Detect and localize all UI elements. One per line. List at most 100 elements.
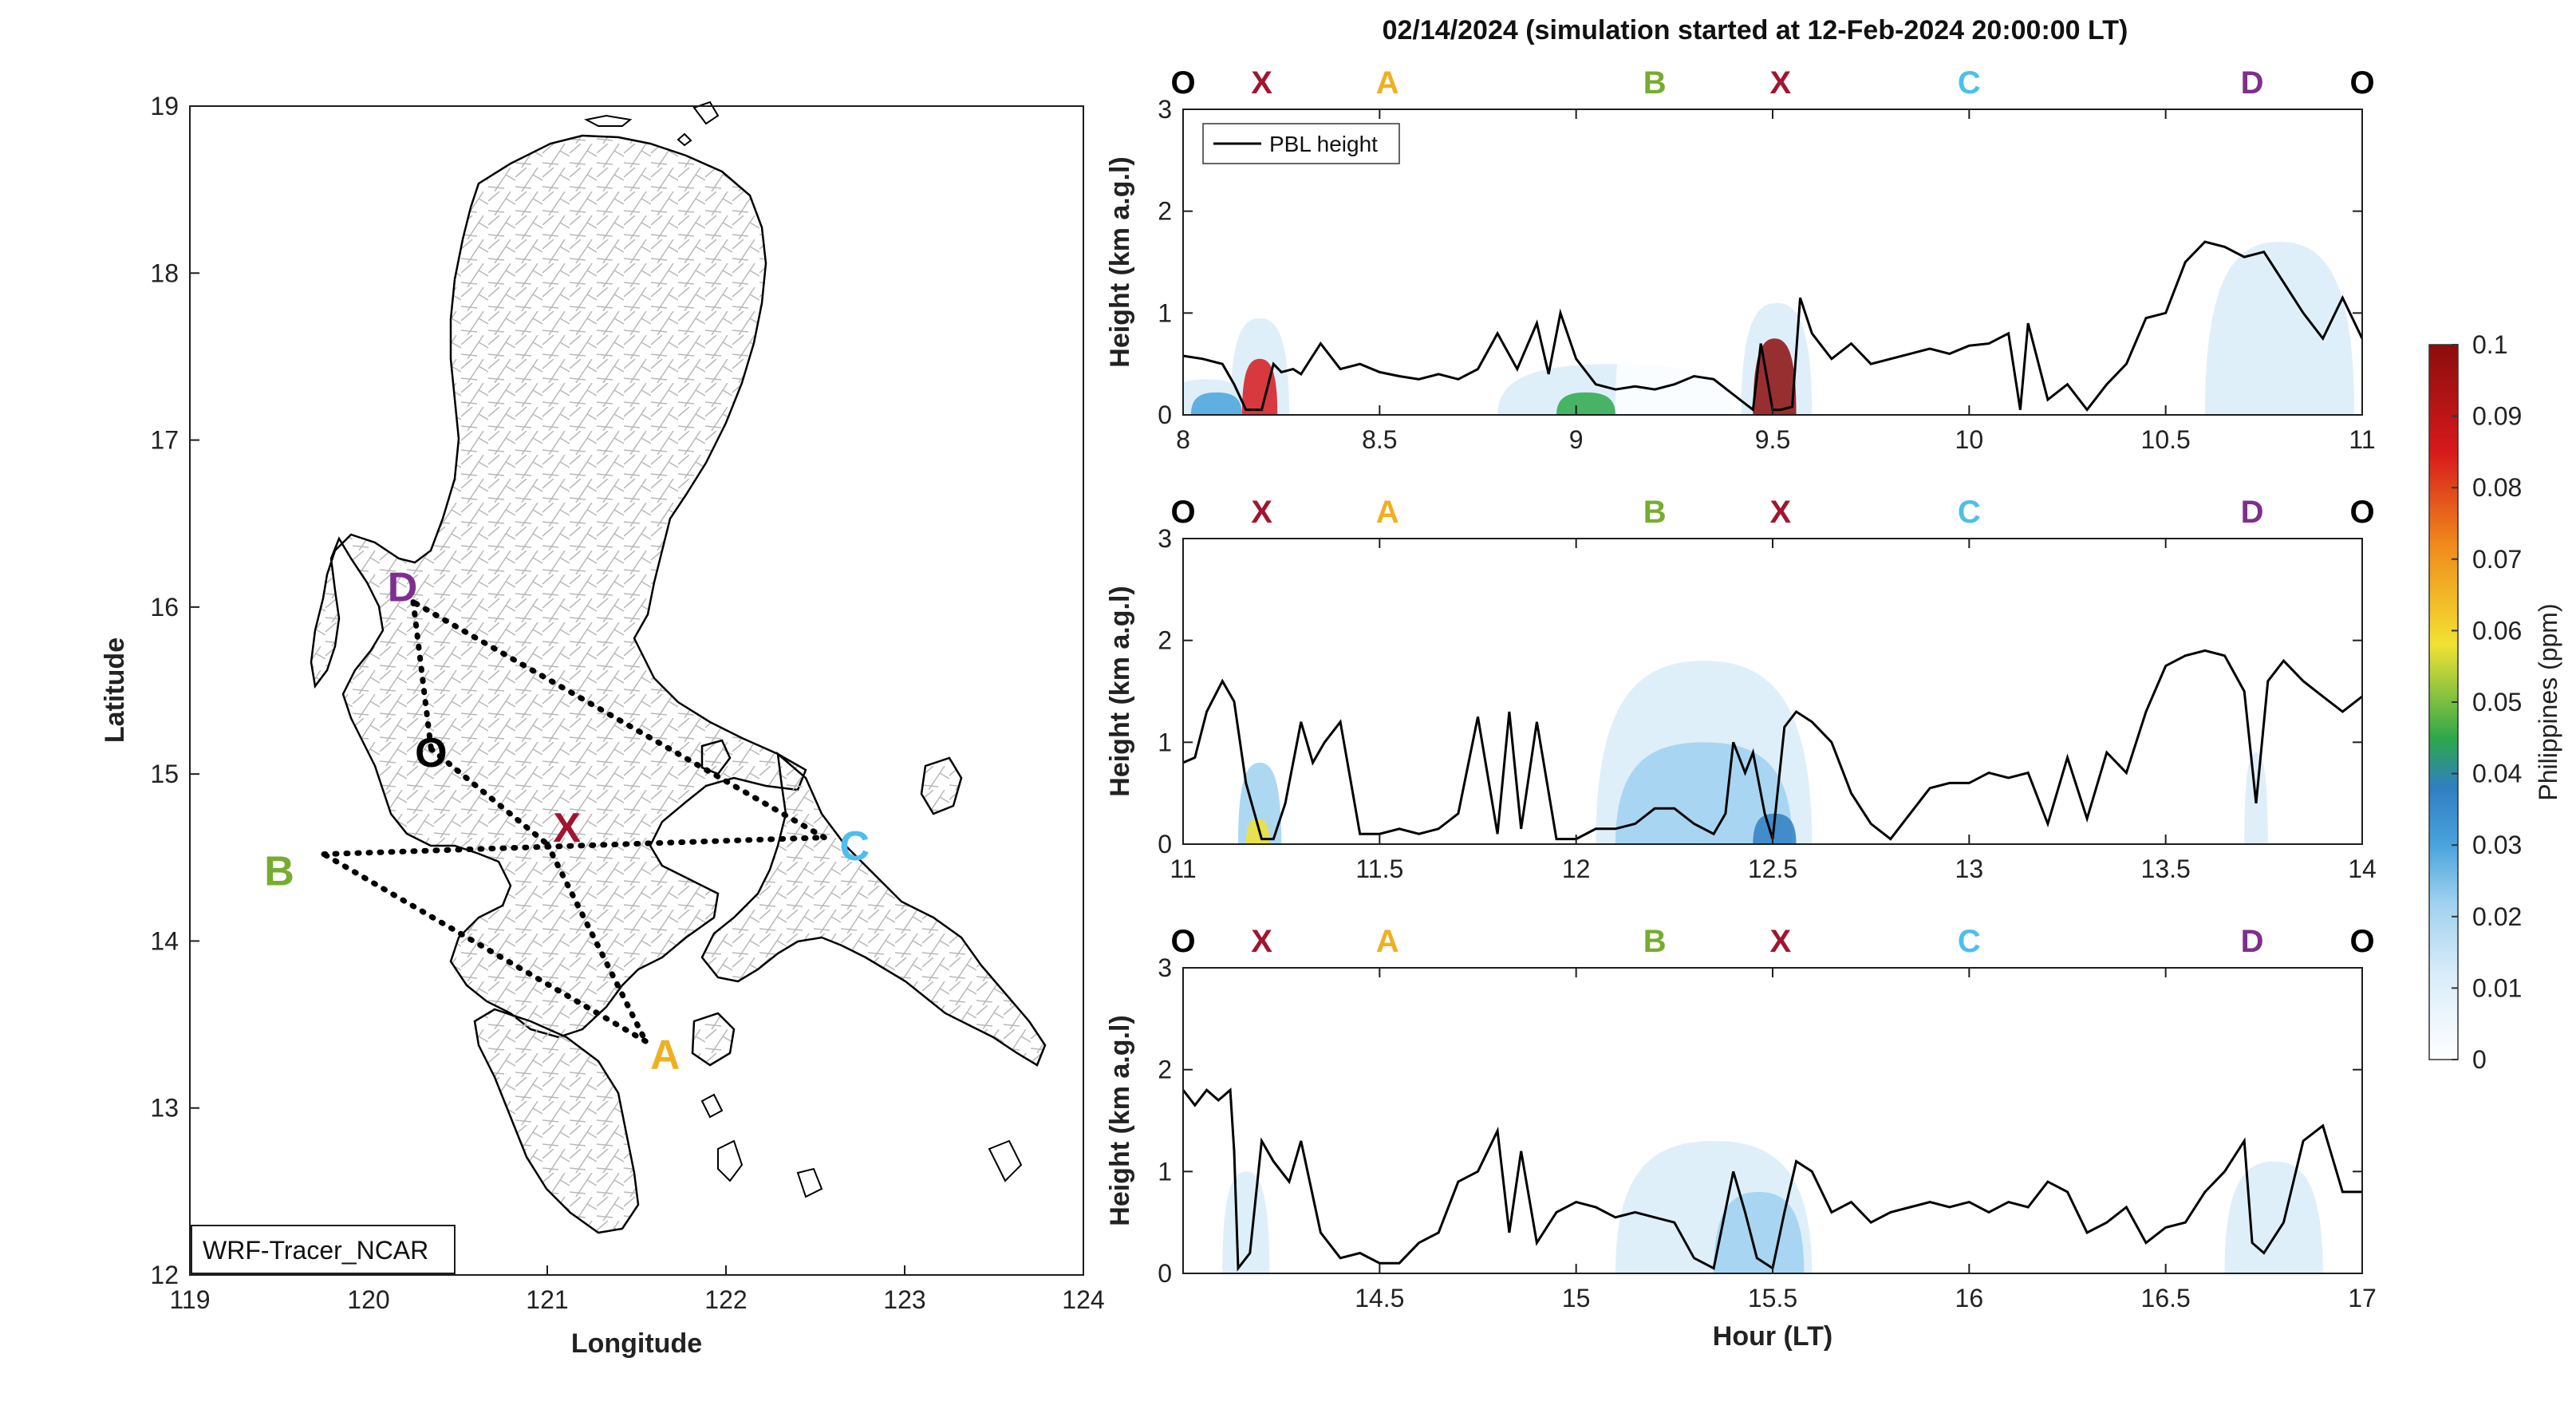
map-ytick-label: 17 <box>150 426 179 455</box>
pbl-height-line <box>1183 649 2362 841</box>
waypoint-marker-o: O <box>1170 924 1195 959</box>
map-xlabel: Longitude <box>571 1328 702 1359</box>
waypoint-marker-b: B <box>1643 495 1667 530</box>
tracer-plume <box>2146 333 2205 415</box>
map-ytick-label: 14 <box>150 926 179 955</box>
panel-xtick-label: 16 <box>1955 1284 1984 1312</box>
tracer-plume <box>1241 358 1278 415</box>
panel-ytick-label: 0 <box>1158 1259 1172 1288</box>
curtain-panel-3: 14.5 15 15.5 16 16.5 17 0 1 2 3 Height (km a.g.l) H… <box>1105 924 2377 1352</box>
panel-xtick-label: 15.5 <box>1748 1284 1797 1312</box>
panel-ytick-label: 2 <box>1158 197 1172 226</box>
map-track <box>321 599 827 1044</box>
waypoint-marker-o: O <box>2349 65 2374 101</box>
panel-xtick-label: 13 <box>1955 855 1984 883</box>
tracer-plume <box>1237 762 1282 844</box>
colorbar-tick-label: 0.02 <box>2472 902 2522 931</box>
tracer-field <box>1183 241 2355 415</box>
panel-ylabel: Height (km a.g.l) <box>1105 1015 1135 1226</box>
panel-ytick-label: 3 <box>1158 953 1172 982</box>
waypoint-marker-d: D <box>2241 924 2264 959</box>
panel-ytick-label: 1 <box>1158 1157 1172 1186</box>
waypoint-marker-b: B <box>1643 924 1667 959</box>
waypoint-marker-x: X <box>1251 924 1272 959</box>
map-ytick-label: 19 <box>150 92 179 120</box>
flight-track-segment <box>544 841 649 1044</box>
panel-xtick-label: 11 <box>2349 425 2375 454</box>
colorbar-tick-label: 0.09 <box>2472 402 2522 431</box>
map-xtick-label: 119 <box>169 1285 210 1314</box>
flight-track-segment <box>410 599 434 752</box>
bicol-landmass <box>700 751 1047 1067</box>
panel-xtick-label: 9 <box>1569 425 1584 454</box>
waypoint-marker-d: D <box>2241 495 2264 530</box>
panel-xlabel: Hour (LT) <box>1713 1321 1832 1352</box>
flight-track-segment <box>410 599 827 841</box>
mindoro-landmass <box>473 1008 640 1234</box>
waypoint-marker-c: C <box>1958 65 1981 101</box>
tracer-plume <box>1183 1039 1321 1273</box>
panel-xtick-label: 10 <box>1955 425 1984 454</box>
waypoint-marker-x: X <box>1770 495 1792 530</box>
colorbar-tick-label: 0.07 <box>2472 545 2522 574</box>
southern-islets <box>700 1093 1023 1198</box>
map-panel: 119 120 121 122 123 124 12 13 14 15 16 17 18 19 O X A B C… <box>100 92 1105 1359</box>
panel-ylabel: Height (km a.g.l) <box>1105 156 1135 367</box>
tracer-plume <box>1615 251 1742 415</box>
panel-xtick-label: 8 <box>1176 425 1190 454</box>
map-waypoint-b: B <box>264 849 294 895</box>
tracer-plume <box>1245 819 1270 844</box>
waypoint-marker-a: A <box>1376 924 1399 959</box>
pbl-legend: PBL height <box>1202 123 1400 164</box>
tracer-field <box>1183 1008 2362 1273</box>
colorbar-tick-label: 0.05 <box>2472 688 2522 716</box>
colorbar-ticks: 0 0.01 0.02 0.03 0.04 0.05 0.06 0.07 0.08 0.09 0.1 <box>2452 330 2522 1074</box>
flight-track-segment <box>428 746 550 847</box>
map-waypoint-a: A <box>650 1032 680 1079</box>
map-waypoint-d: D <box>388 565 418 611</box>
map-land <box>310 101 1047 1234</box>
waypoint-marker-x: X <box>1251 495 1272 530</box>
map-waypoints: O X A B C D <box>264 565 870 1079</box>
tracer-plume <box>2185 1018 2362 1273</box>
figure-title: 02/14/2024 (simulation started at 12-Feb… <box>1383 15 2128 45</box>
waypoint-marker-a: A <box>1376 65 1399 101</box>
map-ytick-label: 18 <box>150 259 179 287</box>
panel-xtick-label: 11 <box>1170 855 1196 883</box>
panel-ytick-label: 3 <box>1158 95 1172 124</box>
polillo-landmass <box>700 739 732 776</box>
map-xtick-label: 120 <box>347 1285 389 1314</box>
panel-xtick-label: 8.5 <box>1362 425 1397 454</box>
colorbar-tick-label: 0.06 <box>2472 616 2522 645</box>
tracer-field <box>1222 569 2343 844</box>
catanduanes-landmass <box>920 756 963 815</box>
panel-xtick-label: 16.5 <box>2141 1284 2191 1312</box>
tracer-plume <box>2185 569 2343 844</box>
waypoint-marker-d: D <box>2241 65 2264 101</box>
panel-ytick-label: 0 <box>1158 830 1172 858</box>
panel-xtick-label: 11.5 <box>1355 855 1403 883</box>
pbl-height-line <box>1183 1087 2362 1272</box>
waypoint-marker-o: O <box>2349 924 2374 959</box>
map-ylabel: Latitude <box>100 637 130 743</box>
panel-xtick-label: 10.5 <box>2141 425 2191 454</box>
waypoint-marker-o: O <box>1170 65 1195 101</box>
colorbar-label: Philippines (ppm) <box>2534 603 2562 800</box>
waypoint-marker-o: O <box>2349 495 2374 530</box>
marinduque-landmass <box>691 1012 736 1067</box>
colorbar-tick-label: 0.01 <box>2472 973 2522 1002</box>
waypoint-marker-c: C <box>1958 924 1981 959</box>
map-ticks: 119 120 121 122 123 124 12 13 14 15 16 17 18 19 <box>150 92 1104 1314</box>
waypoint-marker-x: X <box>1770 65 1792 101</box>
waypoint-marker-x: X <box>1251 65 1272 101</box>
tracer-plume <box>1190 392 1242 415</box>
map-ytick-label: 16 <box>150 593 179 622</box>
panel-xtick-label: 9.5 <box>1755 425 1790 454</box>
panel-ytick-label: 1 <box>1158 298 1172 327</box>
panel-ytick-label: 0 <box>1158 401 1172 429</box>
colorbar: 0 0.01 0.02 0.03 0.04 0.05 0.06 0.07 0.08 0.09 0.1… <box>2428 330 2562 1074</box>
map-waypoint-x: X <box>553 805 581 851</box>
panel-ytick-label: 3 <box>1158 524 1172 553</box>
